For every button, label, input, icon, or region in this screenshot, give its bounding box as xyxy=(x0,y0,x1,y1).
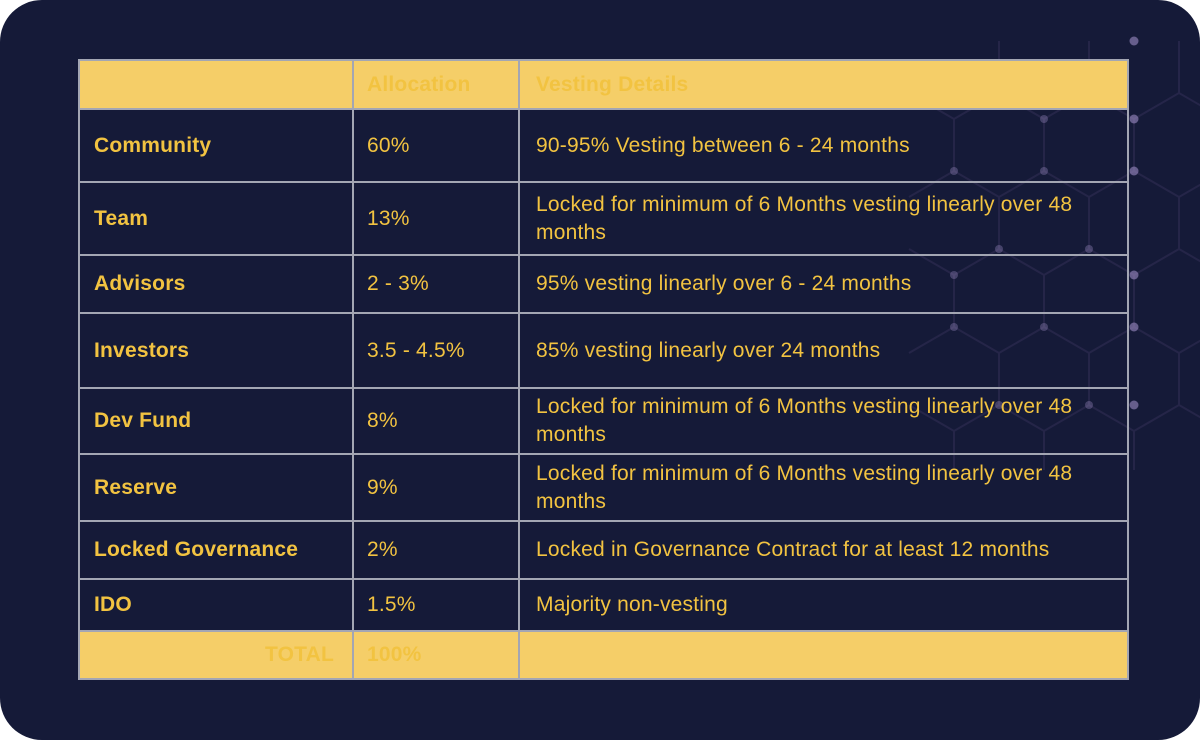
total-label-cell: TOTAL xyxy=(78,630,354,680)
row-vesting: Locked for minimum of 6 Months vesting l… xyxy=(518,387,1129,455)
table-total-row: TOTAL 100% xyxy=(78,630,1129,680)
table-row: Dev Fund 8% Locked for minimum of 6 Mont… xyxy=(78,387,1129,455)
table-header-row: Allocation Vesting Details xyxy=(78,59,1129,110)
header-vesting-details-cell: Vesting Details xyxy=(518,59,1129,110)
row-vesting: Locked for minimum of 6 Months vesting l… xyxy=(518,181,1129,256)
row-vesting: Locked for minimum of 6 Months vesting l… xyxy=(518,453,1129,522)
row-category: Locked Governance xyxy=(78,520,354,580)
row-allocation: 3.5 - 4.5% xyxy=(352,312,520,389)
row-category: Advisors xyxy=(78,254,354,314)
row-vesting: 95% vesting linearly over 6 - 24 months xyxy=(518,254,1129,314)
row-category: IDO xyxy=(78,578,354,632)
row-category: Investors xyxy=(78,312,354,389)
table-row: IDO 1.5% Majority non-vesting xyxy=(78,578,1129,632)
table-row: Reserve 9% Locked for minimum of 6 Month… xyxy=(78,453,1129,522)
table-row: Locked Governance 2% Locked in Governanc… xyxy=(78,520,1129,580)
row-allocation: 2% xyxy=(352,520,520,580)
header-allocation-cell: Allocation xyxy=(352,59,520,110)
row-vesting: 85% vesting linearly over 24 months xyxy=(518,312,1129,389)
header-category-cell xyxy=(78,59,354,110)
row-category: Community xyxy=(78,108,354,183)
row-category: Team xyxy=(78,181,354,256)
row-allocation: 8% xyxy=(352,387,520,455)
table-row: Team 13% Locked for minimum of 6 Months … xyxy=(78,181,1129,256)
row-vesting: 90-95% Vesting between 6 - 24 months xyxy=(518,108,1129,183)
total-allocation-cell: 100% xyxy=(352,630,520,680)
table-row: Community 60% 90-95% Vesting between 6 -… xyxy=(78,108,1129,183)
row-vesting: Majority non-vesting xyxy=(518,578,1129,632)
total-vesting-cell xyxy=(518,630,1129,680)
row-allocation: 9% xyxy=(352,453,520,522)
vesting-table: Allocation Vesting Details Community 60%… xyxy=(78,59,1129,680)
row-category: Dev Fund xyxy=(78,387,354,455)
row-allocation: 1.5% xyxy=(352,578,520,632)
table-row: Advisors 2 - 3% 95% vesting linearly ove… xyxy=(78,254,1129,314)
table-row: Investors 3.5 - 4.5% 85% vesting linearl… xyxy=(78,312,1129,389)
row-vesting: Locked in Governance Contract for at lea… xyxy=(518,520,1129,580)
row-category: Reserve xyxy=(78,453,354,522)
row-allocation: 60% xyxy=(352,108,520,183)
row-allocation: 13% xyxy=(352,181,520,256)
row-allocation: 2 - 3% xyxy=(352,254,520,314)
